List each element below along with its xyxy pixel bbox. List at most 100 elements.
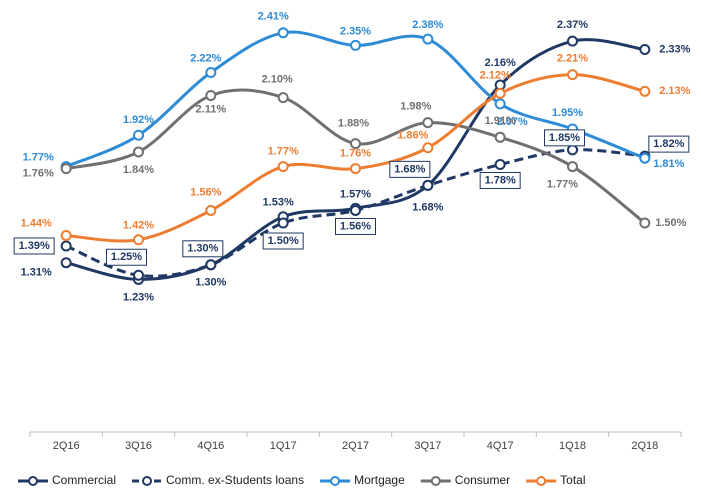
x-tick-label: 1Q18 (559, 440, 586, 452)
legend-marker (142, 476, 153, 486)
point (350, 138, 361, 150)
x-tick-label: 2Q16 (53, 440, 80, 452)
data-label: 1.57% (340, 188, 371, 200)
point (567, 144, 578, 156)
point (205, 259, 217, 271)
data-label: 2.35% (340, 25, 371, 37)
data-label: 1.44% (21, 217, 52, 229)
point (494, 98, 506, 110)
data-label: 1.88% (338, 117, 369, 129)
data-label: 1.30% (187, 243, 218, 255)
point (60, 257, 72, 269)
data-label: 1.23% (123, 291, 154, 303)
data-label: 2.37% (557, 19, 588, 31)
point (133, 234, 144, 246)
point (494, 131, 506, 143)
data-label: 2.13% (659, 85, 690, 97)
data-label: 2.33% (659, 43, 690, 55)
point (494, 87, 506, 99)
data-label: 1.77% (547, 178, 578, 190)
point (639, 85, 651, 97)
data-label: 2.38% (412, 19, 443, 31)
point (60, 240, 72, 252)
data-label: 1.76% (340, 148, 371, 160)
point (567, 161, 578, 173)
legend-label: Mortgage (354, 473, 405, 487)
point (422, 142, 434, 154)
point (422, 179, 434, 191)
data-label: 2.21% (557, 53, 588, 65)
point (350, 204, 361, 216)
label-box (182, 240, 224, 258)
point (494, 158, 506, 170)
data-label: 1.85% (549, 132, 580, 144)
point (277, 161, 289, 173)
legend-marker (430, 476, 441, 486)
data-label: 1.77% (268, 145, 299, 157)
x-tick-label: 3Q16 (125, 440, 152, 452)
legend-label: Total (560, 473, 585, 487)
x-tick-label: 4Q16 (197, 440, 224, 452)
data-label: 2.16% (485, 57, 516, 69)
x-tick-label: 2Q17 (342, 440, 369, 452)
point (133, 129, 144, 141)
data-label: 2.12% (480, 69, 511, 81)
data-label: 1.78% (485, 174, 516, 186)
label-box (262, 232, 304, 250)
legend-label: Consumer (455, 473, 510, 487)
point (60, 163, 72, 175)
point (567, 69, 578, 81)
point (133, 269, 144, 281)
data-label: 1.42% (123, 220, 154, 232)
point (639, 217, 651, 229)
point (350, 163, 361, 175)
point (567, 35, 578, 47)
data-label: 2.10% (262, 74, 293, 86)
point (277, 217, 289, 229)
data-label: 1.25% (111, 251, 142, 263)
data-label: 1.77% (23, 151, 54, 163)
data-label: 1.30% (195, 277, 226, 289)
point (350, 39, 361, 51)
data-label: 1.53% (263, 197, 294, 209)
point (277, 92, 289, 104)
label-box (106, 248, 147, 266)
label-box (544, 129, 585, 147)
data-label: 1.50% (655, 217, 686, 229)
data-label: 1.68% (394, 163, 425, 175)
point (639, 152, 651, 164)
x-tick-label: 4Q17 (487, 440, 514, 452)
data-label: 1.95% (552, 107, 583, 119)
label-box (648, 135, 690, 153)
data-label: 1.39% (19, 240, 50, 252)
legend-marker (330, 476, 341, 486)
data-label: 1.31% (21, 267, 52, 279)
label-box (13, 237, 55, 255)
legend-label: Comm. ex-Students loans (166, 473, 304, 487)
data-label: 1.91% (485, 115, 516, 127)
data-label: 1.82% (653, 138, 684, 150)
point (133, 146, 144, 158)
point (277, 27, 289, 39)
data-label: 1.84% (123, 164, 154, 176)
point (422, 117, 434, 129)
legend-marker (536, 476, 547, 486)
label-box (335, 217, 376, 235)
point (422, 33, 434, 45)
point (205, 67, 217, 79)
point (205, 204, 217, 216)
point (60, 230, 72, 242)
point (639, 44, 651, 56)
label-box (389, 160, 431, 178)
data-label: 2.22% (190, 52, 221, 64)
data-label: 2.11% (196, 103, 227, 115)
data-label: 1.56% (190, 186, 221, 198)
data-label: 2.41% (258, 11, 289, 23)
label-box (479, 171, 521, 189)
x-tick-label: 1Q17 (270, 440, 297, 452)
data-label: 1.68% (412, 201, 443, 213)
point (205, 90, 217, 102)
data-label: 1.81% (653, 158, 684, 170)
legend-label: Commercial (52, 473, 116, 487)
